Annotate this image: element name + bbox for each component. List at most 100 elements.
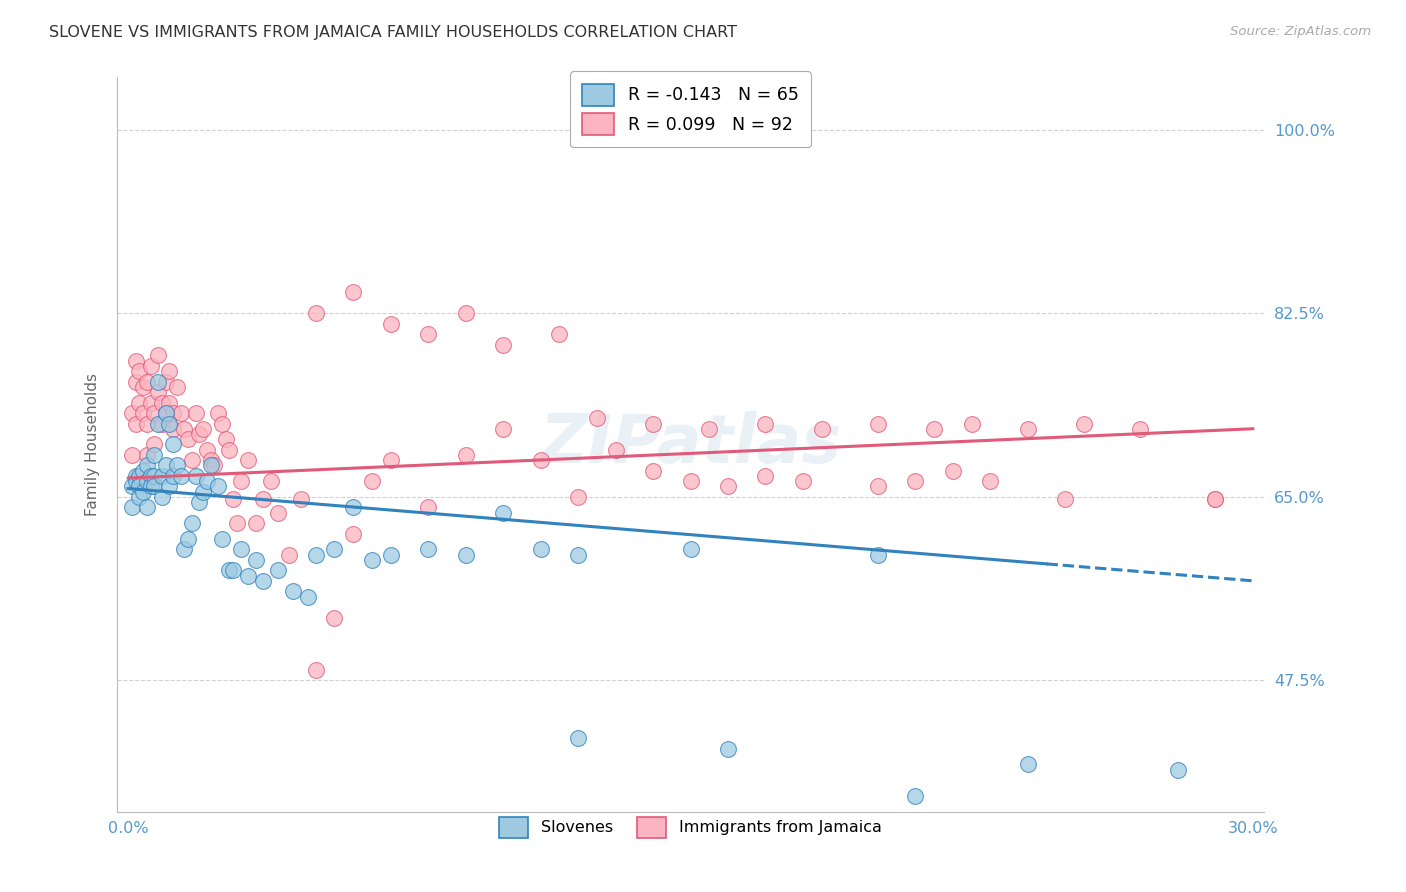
Point [904, 789, 927, 803]
Point [170, 406, 193, 420]
Point [1204, 491, 1226, 506]
Point [136, 417, 159, 431]
Point [136, 474, 159, 488]
Point [866, 417, 889, 431]
Point [697, 422, 720, 436]
Point [567, 731, 589, 745]
Point [148, 348, 170, 362]
Point [139, 395, 162, 409]
Point [1129, 422, 1152, 436]
Point [304, 548, 326, 562]
Point [323, 610, 346, 624]
Point [679, 542, 702, 557]
Point [380, 317, 402, 331]
Text: ZIPatlas: ZIPatlas [540, 411, 842, 477]
Point [136, 500, 159, 515]
Point [159, 364, 181, 378]
Point [150, 490, 173, 504]
Point [215, 432, 238, 446]
Point [492, 422, 515, 436]
Point [567, 548, 589, 562]
Point [155, 406, 177, 420]
Point [1167, 763, 1189, 777]
Point [155, 375, 177, 389]
Point [904, 474, 927, 488]
Point [222, 491, 245, 506]
Point [125, 353, 148, 368]
Point [125, 469, 148, 483]
Text: SLOVENE VS IMMIGRANTS FROM JAMAICA FAMILY HOUSEHOLDS CORRELATION CHART: SLOVENE VS IMMIGRANTS FROM JAMAICA FAMIL… [49, 25, 737, 40]
Point [529, 453, 551, 467]
Point [252, 491, 274, 506]
Point [229, 474, 252, 488]
Point [173, 542, 195, 557]
Point [132, 464, 155, 478]
Point [416, 542, 439, 557]
Point [184, 406, 207, 420]
Point [188, 495, 211, 509]
Point [492, 338, 515, 352]
Point [193, 422, 215, 436]
Point [155, 406, 177, 420]
Point [136, 448, 159, 462]
Point [641, 417, 664, 431]
Point [211, 417, 233, 431]
Point [159, 479, 181, 493]
Point [121, 479, 143, 493]
Point [810, 422, 832, 436]
Point [159, 395, 181, 409]
Point [139, 479, 162, 493]
Point [218, 563, 240, 577]
Point [136, 375, 159, 389]
Point [181, 516, 204, 530]
Point [360, 553, 382, 567]
Point [1073, 417, 1095, 431]
Point [200, 458, 222, 473]
Point [922, 422, 945, 436]
Point [181, 453, 204, 467]
Point [304, 306, 326, 320]
Point [148, 375, 170, 389]
Point [866, 548, 889, 562]
Point [290, 491, 312, 506]
Point [641, 464, 664, 478]
Point [173, 422, 195, 436]
Point [238, 453, 260, 467]
Point [238, 568, 260, 582]
Point [278, 548, 301, 562]
Point [128, 469, 150, 483]
Point [121, 448, 143, 462]
Point [267, 563, 290, 577]
Point [143, 437, 166, 451]
Point [245, 516, 267, 530]
Point [195, 474, 218, 488]
Point [380, 453, 402, 467]
Point [139, 359, 162, 373]
Point [125, 375, 148, 389]
Point [454, 548, 477, 562]
Point [121, 406, 143, 420]
Point [143, 469, 166, 483]
Point [297, 590, 319, 604]
Point [679, 474, 702, 488]
Point [1017, 422, 1039, 436]
Point [717, 479, 740, 493]
Legend: Slovenes, Immigrants from Jamaica: Slovenes, Immigrants from Jamaica [494, 811, 889, 844]
Point [188, 427, 211, 442]
Point [150, 469, 173, 483]
Point [150, 395, 173, 409]
Point [150, 417, 173, 431]
Point [125, 417, 148, 431]
Point [567, 490, 589, 504]
Point [323, 542, 346, 557]
Point [342, 500, 364, 515]
Point [226, 516, 249, 530]
Point [342, 526, 364, 541]
Point [177, 432, 200, 446]
Point [184, 469, 207, 483]
Point [166, 380, 188, 394]
Point [159, 417, 181, 431]
Point [548, 327, 571, 342]
Point [585, 411, 607, 425]
Point [207, 479, 229, 493]
